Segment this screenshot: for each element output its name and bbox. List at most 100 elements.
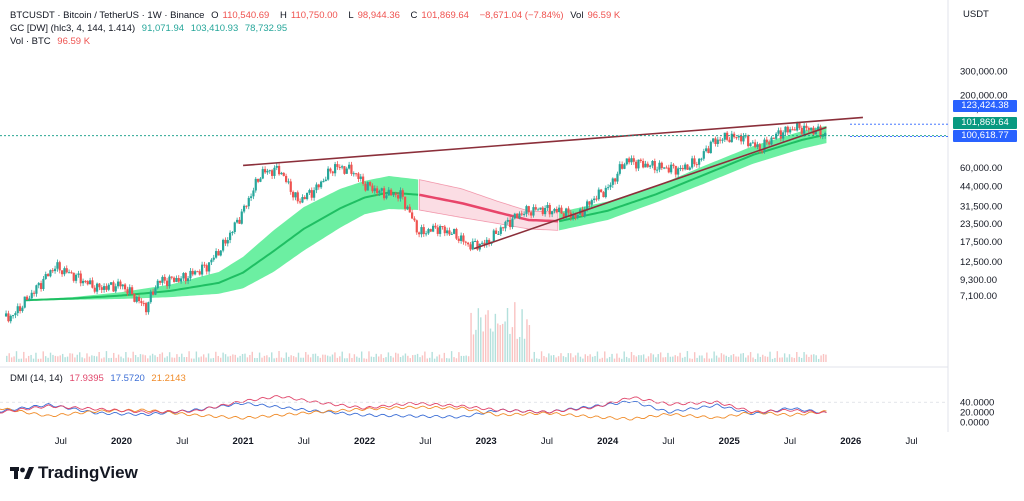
volume-bar (64, 357, 66, 362)
volume-bar (83, 358, 86, 362)
candle-body (810, 127, 813, 130)
candle-body (709, 141, 712, 154)
volume-bar (630, 351, 633, 362)
candle-body (193, 271, 197, 275)
volume-bar (256, 357, 258, 362)
volume-bar (657, 354, 659, 362)
candle-body (217, 251, 220, 256)
candle-body (422, 227, 425, 235)
candle-body (273, 167, 276, 176)
candle-body (492, 230, 495, 242)
volume-bar (538, 358, 540, 362)
candle-body (553, 208, 556, 212)
candle-body (548, 204, 551, 215)
candle-body (740, 135, 743, 142)
volume-bar (662, 357, 664, 362)
candle-body (558, 207, 561, 213)
volume-bar (93, 355, 95, 362)
gc-indicator-label[interactable]: GC [DW] (hlc3, 4, 144, 1.414) (10, 23, 136, 34)
candle-body (772, 137, 775, 139)
volume-bar (696, 357, 698, 362)
candle-body (308, 190, 311, 193)
dmi-indicator-label[interactable]: DMI (14, 14) (10, 373, 63, 384)
lower-price-tag: 100,618.77 (953, 130, 1017, 142)
volume-bar (436, 356, 438, 362)
candle-body (242, 205, 246, 212)
volume-bar (618, 357, 621, 362)
candle-body (74, 274, 78, 281)
volume-bar (13, 356, 15, 362)
volume-bar (664, 357, 667, 362)
candle-body (621, 164, 624, 169)
y-tick-label: 9,300.00 (960, 275, 997, 286)
candle-body (77, 273, 80, 275)
volume-bar (382, 357, 385, 362)
candle-body (590, 200, 593, 205)
volume-bar (117, 354, 120, 362)
volume-bar (241, 353, 244, 362)
candle-body (245, 205, 248, 207)
volume-bar (290, 355, 292, 362)
volume-bar (458, 352, 460, 362)
candle-body (775, 133, 778, 139)
volume-bar (487, 310, 489, 362)
symbol-title[interactable]: BTCUSDT · Bitcoin / TetherUS · 1W · Bina… (10, 10, 205, 21)
volume-bar (730, 355, 732, 362)
candle-body (203, 264, 206, 266)
volume-bar (307, 354, 309, 362)
tradingview-logo[interactable]: TradingView (10, 462, 138, 484)
candle-body (632, 158, 635, 162)
candle-body (513, 213, 516, 219)
volume-bar (633, 355, 635, 362)
volume-bar (808, 356, 810, 362)
low-label: L (348, 10, 354, 21)
volume-bar (783, 353, 786, 362)
volume-bar (127, 357, 130, 362)
volume-bar (288, 356, 290, 362)
candle-body (611, 178, 614, 185)
candle-body (779, 130, 782, 139)
high-label: H (279, 10, 287, 21)
candle-body (467, 242, 470, 245)
volume-bar (565, 357, 567, 362)
candle-body (67, 272, 71, 274)
volume-indicator-label[interactable]: Vol · BTC (10, 36, 51, 47)
candle-body (231, 232, 234, 234)
volume-bar (232, 354, 234, 362)
candle-body (665, 167, 668, 169)
volume-bar (229, 355, 232, 362)
volume-bar (577, 352, 579, 362)
candle-body (228, 232, 232, 241)
volume-bar (628, 358, 630, 362)
volume-bar (567, 353, 569, 362)
candle-body (639, 159, 642, 162)
gc-legend: GC [DW] (hlc3, 4, 144, 1.414) 91,071.94 … (10, 23, 291, 35)
volume-bar (368, 351, 370, 362)
dmi-legend: DMI (14, 14) 17.9395 17.5720 21.2143 (10, 373, 190, 385)
candle-body (212, 257, 215, 260)
volume-bar (239, 355, 241, 362)
volume-bar (49, 352, 52, 362)
volume-bar (278, 351, 280, 362)
volume-bar (404, 353, 407, 362)
candle-body (784, 126, 787, 133)
candle-body (471, 241, 474, 250)
candle-body (625, 158, 628, 165)
dmi-value-1: 17.9395 (69, 373, 104, 384)
candle-body (376, 188, 379, 193)
candle-body (310, 190, 313, 198)
candle-body (126, 289, 129, 294)
volume-bar (81, 357, 83, 362)
candle-body (149, 291, 152, 303)
volume-bar (309, 357, 312, 362)
candle-body (252, 190, 255, 197)
volume-bar (251, 351, 253, 362)
candle-body (406, 206, 409, 209)
candle-body (207, 262, 211, 272)
trendline (473, 126, 827, 250)
candle-body (695, 164, 698, 166)
volume-bar (178, 356, 181, 362)
volume-bar (258, 352, 261, 362)
volume-bar (477, 308, 480, 362)
